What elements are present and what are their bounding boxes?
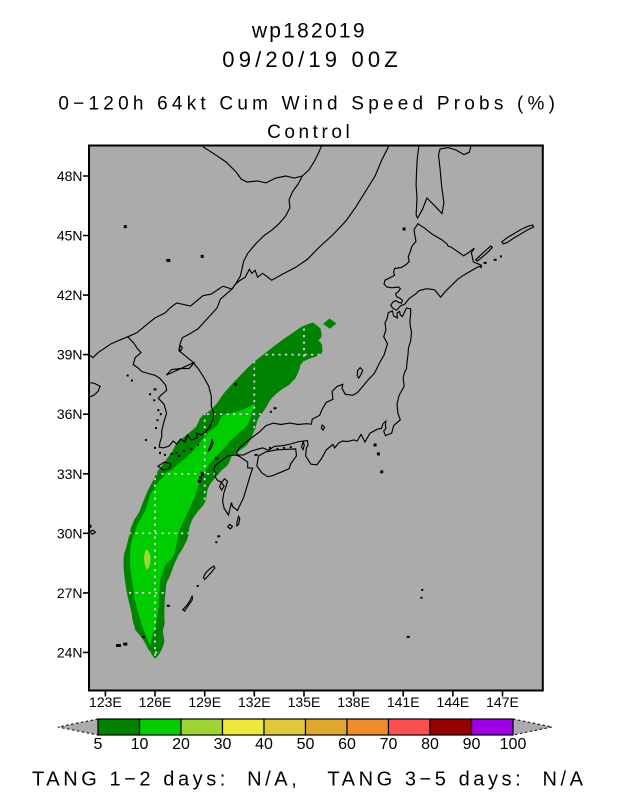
svg-text:141E: 141E [387,694,420,710]
svg-text:40: 40 [255,736,273,753]
svg-text:Control: Control [267,122,350,143]
svg-text:80: 80 [421,736,439,753]
svg-text:138E: 138E [337,694,370,710]
svg-text:36N: 36N [57,406,83,422]
svg-text:42N: 42N [57,287,83,303]
svg-text:27N: 27N [57,585,83,601]
svg-text:135E: 135E [288,694,321,710]
svg-text:wp182019: wp182019 [251,19,365,42]
svg-text:70: 70 [380,736,398,753]
svg-text:45N: 45N [57,228,83,244]
svg-text:144E: 144E [437,694,470,710]
svg-text:60: 60 [338,736,356,753]
svg-text:50: 50 [297,736,315,753]
svg-text:20: 20 [172,736,190,753]
svg-text:24N: 24N [57,644,83,660]
svg-text:126E: 126E [139,694,172,710]
svg-text:147E: 147E [486,694,519,710]
svg-text:100: 100 [500,736,527,753]
svg-text:39N: 39N [57,347,83,363]
svg-text:0−120h 64kt Cum Wind Speed Pro: 0−120h 64kt Cum Wind Speed Probs (%) [58,94,555,115]
svg-text:09/20/19 00Z: 09/20/19 00Z [222,47,397,72]
svg-text:33N: 33N [57,466,83,482]
svg-text:132E: 132E [238,694,271,710]
svg-text:48N: 48N [57,168,83,184]
svg-text:30N: 30N [57,525,83,541]
svg-text:123E: 123E [89,694,122,710]
svg-text:30: 30 [214,736,232,753]
svg-text:90: 90 [463,736,481,753]
svg-text:129E: 129E [188,694,221,710]
svg-text:10: 10 [131,736,149,753]
svg-text:5: 5 [94,736,103,753]
